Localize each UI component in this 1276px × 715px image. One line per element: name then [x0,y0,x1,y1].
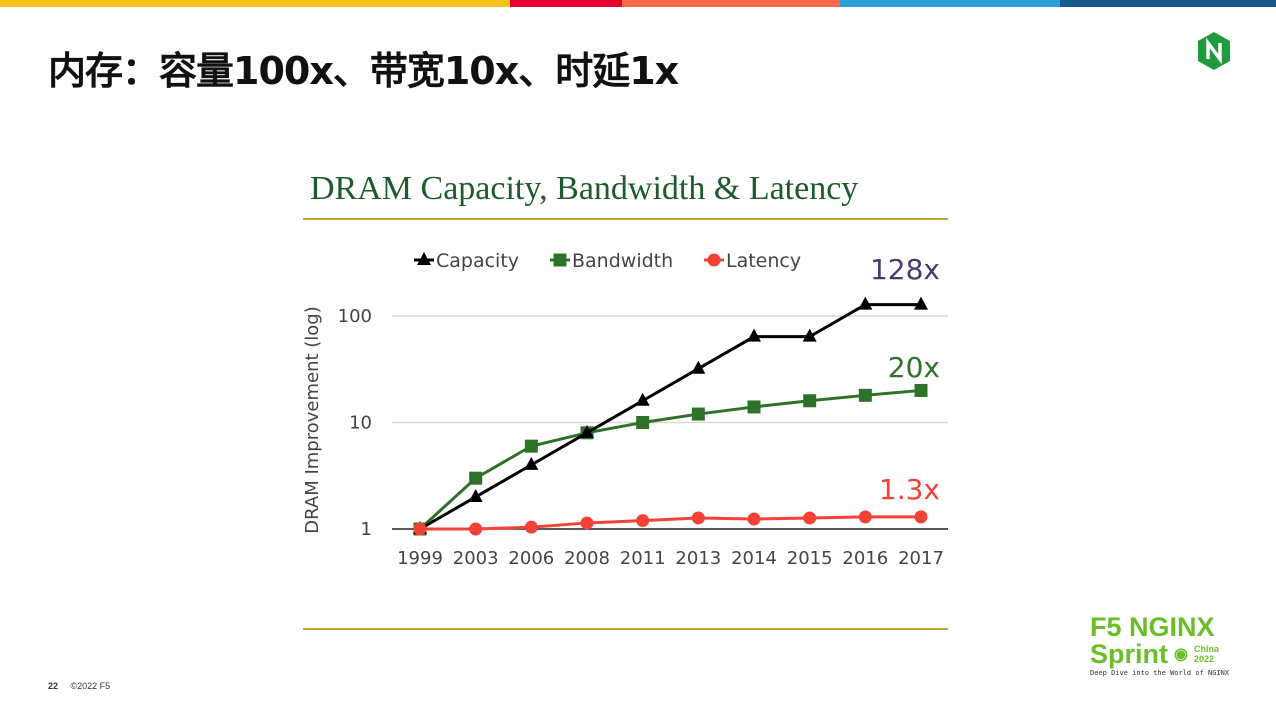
series-line-bandwidth [418,388,922,531]
chart-title: DRAM Capacity, Bandwidth & Latency [310,170,859,207]
series-line-latency [420,515,921,531]
data-point-triangle [635,392,650,406]
x-tick-label: 2016 [842,548,888,569]
data-point-circle [747,512,761,526]
data-point-square [747,400,761,414]
brand-line2: Sprint [1090,639,1168,669]
brand-year: 2022 [1193,653,1214,664]
legend-label: Bandwidth [572,250,673,272]
x-tick-label: 2017 [898,548,944,569]
annotation-label: 20x [888,351,940,384]
data-point-square [553,253,567,267]
data-point-square [803,394,817,408]
bar-segment [1060,0,1276,7]
data-point-circle [636,514,650,528]
data-point-circle [858,510,872,524]
x-tick-label: 2003 [453,548,499,569]
annotation-label: 1.3x [879,473,940,506]
brand-region: China [1193,643,1219,654]
data-point-square [691,407,705,421]
data-point-triangle [858,296,873,310]
slide-title: 内存：容量100x、带宽10x、时延1x [48,49,679,93]
data-point-triangle [914,296,928,310]
x-tick-label: 2015 [787,548,833,569]
data-point-circle [469,522,483,536]
y-tick-label: 100 [338,306,372,327]
bar-segment [0,0,510,7]
divider-top [303,218,948,220]
x-tick-label: 2013 [675,548,721,569]
data-point-square [469,471,483,485]
legend-label: Capacity [436,250,519,272]
top-color-bar [0,0,1276,7]
nginx-logo-icon [1198,32,1230,70]
data-point-circle [524,520,538,534]
page-number: 22 [48,681,59,691]
data-point-circle [914,510,928,524]
x-tick-label: 2006 [508,548,554,569]
data-point-triangle [691,360,706,374]
data-point-square [914,383,928,397]
data-point-circle [691,511,705,525]
data-point-triangle [747,328,761,342]
data-point-triangle [802,328,817,342]
x-tick-label: 1999 [397,548,443,569]
copyright: ©2022 F5 [70,681,111,691]
data-point-triangle [417,252,431,265]
brand-line1: F5 NGINX [1090,612,1215,642]
y-tick-label: 1 [361,519,372,540]
data-point-square [858,388,872,402]
data-point-triangle [580,424,594,438]
legend-label: Latency [726,250,801,272]
data-point-triangle [524,456,539,470]
data-point-circle [707,253,721,267]
data-point-circle [580,516,594,530]
data-point-square [524,439,538,453]
y-axis-label: DRAM Improvement (log) [302,306,323,534]
brand-tagline: Deep Dive into the World of NGINX [1090,669,1230,677]
series-line-capacity [419,303,921,531]
x-tick-label: 2011 [620,548,666,569]
bar-segment [622,0,840,7]
x-tick-label: 2008 [564,548,610,569]
brand-logo: F5 NGINX Sprint ◉ China 2022 Deep Dive in… [1090,614,1229,677]
bar-segment [840,0,1060,7]
footer: 22 ©2022 F5 [48,681,110,691]
data-point-triangle [468,488,483,502]
data-point-square [636,416,650,429]
x-tick-label: 2014 [731,548,777,569]
data-point-circle [803,511,817,525]
location-pin-icon: ◉ [1174,645,1188,663]
bar-segment [510,0,622,7]
annotation-label: 128x [870,253,940,286]
y-tick-label: 10 [349,413,372,434]
divider-bottom [303,628,948,630]
data-point-circle [413,522,427,536]
